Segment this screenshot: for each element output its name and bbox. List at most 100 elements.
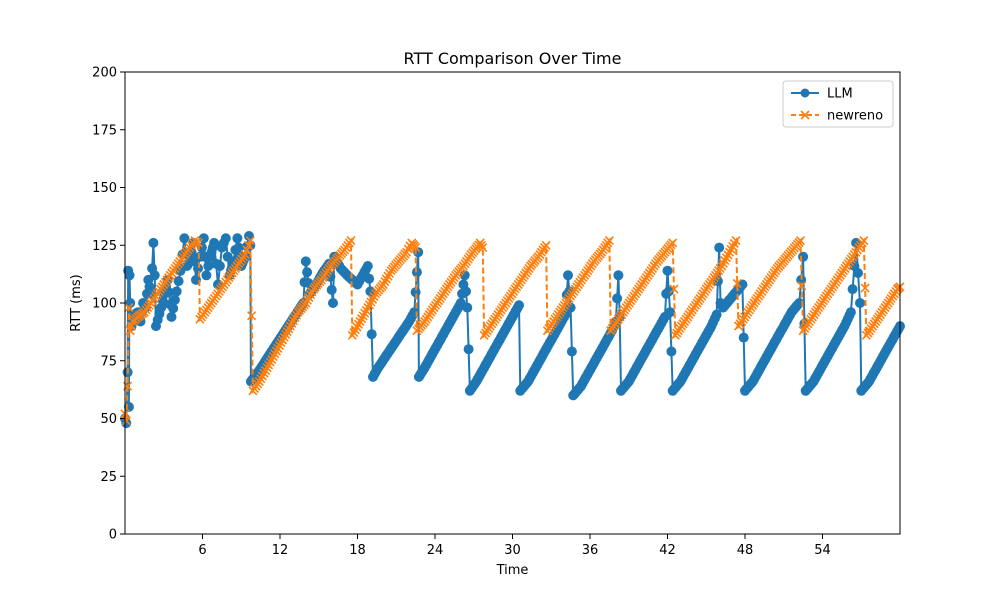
data-point <box>233 242 244 253</box>
data-point <box>366 329 377 340</box>
x-tick-label: 54 <box>814 543 831 558</box>
data-point <box>795 236 806 246</box>
y-tick-label: 100 <box>92 297 117 312</box>
data-point <box>148 237 159 248</box>
data-point <box>797 281 807 291</box>
x-tick-label: 30 <box>504 543 521 558</box>
data-point <box>478 243 488 253</box>
data-point <box>566 346 577 357</box>
legend-marker <box>800 110 810 120</box>
y-tick-label: 175 <box>92 123 117 138</box>
data-point <box>358 311 368 321</box>
data-point <box>214 261 225 271</box>
data-point <box>326 284 337 295</box>
data-point <box>220 233 231 244</box>
data-point <box>287 318 297 328</box>
data-point <box>302 295 312 305</box>
data-point <box>362 261 373 271</box>
data-point <box>259 368 269 378</box>
data-point <box>668 238 678 248</box>
data-point <box>365 286 376 297</box>
y-tick-label: 50 <box>100 412 117 427</box>
x-tick-label: 48 <box>737 543 754 558</box>
plot-background <box>125 72 900 534</box>
data-point <box>732 278 742 288</box>
legend: LLM newreno <box>782 80 894 128</box>
data-point <box>302 267 313 278</box>
data-point <box>563 270 573 281</box>
data-point <box>166 311 177 322</box>
y-tick-label: 0 <box>109 528 117 543</box>
data-point <box>169 294 180 305</box>
x-axis-label: Time <box>496 563 529 578</box>
data-point <box>193 263 203 274</box>
x-axis: 6 12 18 24 30 36 42 48 54 <box>198 534 831 558</box>
data-point <box>514 300 524 311</box>
data-point <box>194 238 204 248</box>
data-point <box>411 243 421 253</box>
y-tick-label: 125 <box>92 239 117 254</box>
series-newreno <box>120 236 905 426</box>
data-point <box>717 261 727 271</box>
data-point <box>666 346 677 357</box>
y-tick-label: 25 <box>100 470 117 485</box>
data-point <box>352 322 362 332</box>
x-tick-label: 18 <box>349 543 366 558</box>
data-point <box>173 276 184 287</box>
data-point <box>714 242 725 253</box>
data-point <box>245 236 255 246</box>
data-point <box>203 261 214 271</box>
data-point <box>663 286 674 297</box>
data-point <box>380 277 390 287</box>
data-point <box>859 236 869 246</box>
data-point <box>604 236 614 246</box>
series-layer <box>120 231 905 429</box>
data-point <box>171 286 182 297</box>
data-point <box>612 293 623 304</box>
legend-label: newreno <box>827 109 883 124</box>
data-point <box>124 270 135 281</box>
data-point <box>265 357 275 367</box>
x-tick-label: 24 <box>427 543 444 558</box>
data-point <box>855 298 865 308</box>
data-point <box>613 270 624 281</box>
data-point <box>168 303 179 314</box>
data-point <box>209 237 220 248</box>
data-point <box>145 288 156 299</box>
data-point <box>124 303 134 313</box>
y-tick-label: 75 <box>100 354 117 369</box>
x-tick-label: 12 <box>272 543 289 558</box>
data-point <box>232 233 243 244</box>
y-tick-label: 150 <box>92 181 117 196</box>
data-point <box>463 344 474 355</box>
data-point <box>271 346 281 356</box>
data-point <box>410 287 421 298</box>
data-point <box>364 300 374 310</box>
data-point <box>409 307 420 318</box>
data-point <box>346 236 356 246</box>
chart-title: RTT Comparison Over Time <box>404 49 622 68</box>
data-point <box>665 307 676 318</box>
data-point <box>738 332 749 343</box>
data-point <box>860 283 870 293</box>
data-point <box>662 265 673 276</box>
y-tick-label: 200 <box>92 66 117 81</box>
data-point <box>731 236 741 246</box>
data-point <box>711 309 722 320</box>
data-point <box>247 311 257 321</box>
data-point <box>328 298 338 308</box>
data-point <box>300 256 311 267</box>
data-point <box>121 418 132 429</box>
y-axis-label: RTT (ms) <box>69 274 84 331</box>
data-point <box>847 284 858 295</box>
x-tick-label: 6 <box>198 543 206 558</box>
data-point <box>541 240 551 250</box>
data-point <box>201 270 212 281</box>
data-point <box>845 307 856 318</box>
plot-area <box>120 71 905 535</box>
x-tick-label: 42 <box>659 543 676 558</box>
data-point <box>462 302 473 313</box>
data-point <box>798 251 809 262</box>
data-point <box>853 268 863 278</box>
